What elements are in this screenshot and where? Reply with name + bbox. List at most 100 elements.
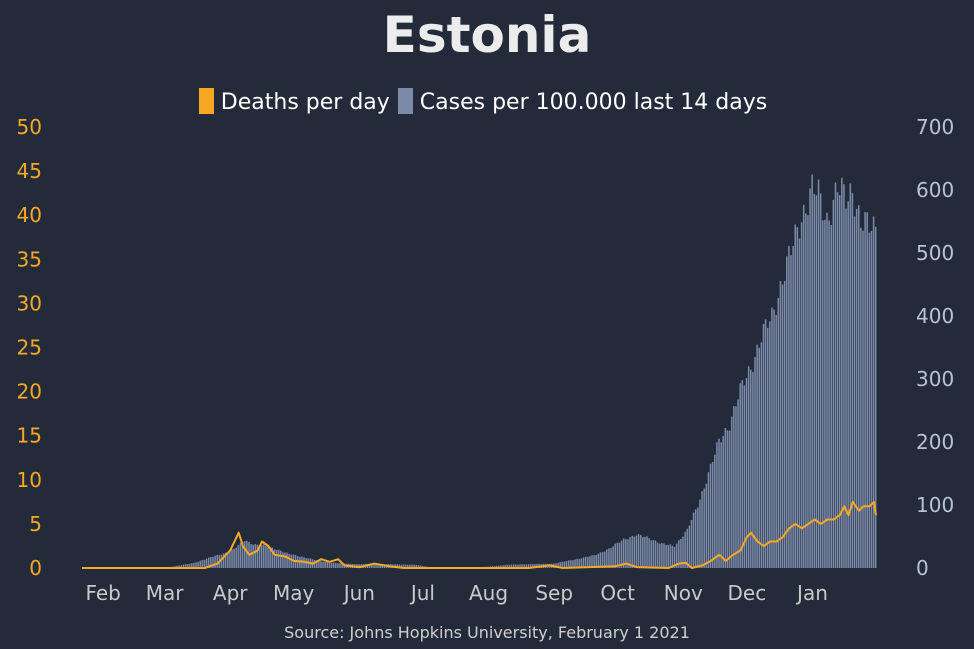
cases-bar xyxy=(243,541,246,568)
cases-bar xyxy=(855,208,858,569)
left-axis-tick: 0 xyxy=(29,556,42,580)
cases-bar xyxy=(599,552,602,568)
right-axis-tick: 600 xyxy=(916,178,954,202)
cases-bar xyxy=(275,549,278,568)
left-axis-tick: 50 xyxy=(17,115,42,139)
cases-bar xyxy=(646,536,648,568)
x-axis-tick: Jun xyxy=(342,581,375,605)
cases-bar xyxy=(250,544,252,568)
cases-bar xyxy=(512,564,515,568)
cases-bar xyxy=(368,564,371,568)
left-axis-tick: 35 xyxy=(17,247,42,271)
x-axis-tick: May xyxy=(273,581,315,605)
cases-bar xyxy=(498,565,500,568)
cases-bar xyxy=(534,564,536,568)
cases-bar xyxy=(661,543,663,568)
cases-bar xyxy=(756,344,758,568)
cases-bar xyxy=(227,552,229,568)
cases-bar xyxy=(773,309,775,568)
cases-bar xyxy=(849,183,852,568)
left-axis-tick: 30 xyxy=(17,291,42,315)
cases-bar xyxy=(747,366,750,568)
cases-bar xyxy=(339,563,341,568)
cases-bar xyxy=(786,256,788,568)
cases-bar xyxy=(525,564,528,568)
cases-bar xyxy=(838,195,841,569)
legend-label-cases: Cases per 100.000 last 14 days xyxy=(419,90,768,115)
cases-bar xyxy=(529,564,532,568)
cases-bar xyxy=(371,564,373,568)
cases-bar xyxy=(726,430,729,568)
cases-bar xyxy=(858,205,860,568)
cases-bar xyxy=(603,551,606,568)
cases-bar xyxy=(652,540,655,568)
cases-bar xyxy=(680,538,682,568)
cases-bar xyxy=(567,560,570,568)
cases-bar xyxy=(271,547,274,568)
cases-bar xyxy=(688,525,691,568)
cases-bar xyxy=(707,472,710,568)
cases-bar xyxy=(781,284,784,568)
cases-bar xyxy=(400,564,403,568)
cases-bar xyxy=(682,536,684,568)
cases-bar xyxy=(633,536,636,568)
cases-bar xyxy=(265,545,267,568)
cases-bar xyxy=(263,544,265,568)
cases-bar xyxy=(815,195,818,568)
cases-bar xyxy=(714,454,716,568)
cases-bar xyxy=(597,553,600,568)
cases-bar xyxy=(728,430,731,568)
cases-bar xyxy=(616,542,619,568)
cases-bar xyxy=(277,549,280,568)
cases-bar xyxy=(739,383,741,568)
cases-bar xyxy=(241,542,244,568)
cases-bar xyxy=(694,509,697,568)
cases-bar xyxy=(690,519,693,568)
cases-bar xyxy=(669,544,672,568)
cases-bar xyxy=(637,534,640,568)
cases-bar xyxy=(229,551,231,568)
right-axis-tick: 500 xyxy=(916,241,954,265)
cases-bar xyxy=(705,483,708,568)
cases-bar xyxy=(284,552,286,568)
cases-bar xyxy=(830,224,832,568)
cases-bar xyxy=(559,562,561,568)
left-axis-tick: 15 xyxy=(17,424,42,448)
cases-bar xyxy=(527,564,530,568)
cases-bar xyxy=(214,555,216,568)
cases-bar xyxy=(703,488,705,568)
cases-bar xyxy=(504,565,506,568)
cases-bar xyxy=(644,536,646,568)
right-axis-tick: 200 xyxy=(916,430,954,454)
cases-bar xyxy=(531,564,534,568)
cases-bar xyxy=(853,216,856,568)
cases-bar xyxy=(398,564,401,568)
cases-bar xyxy=(754,357,756,568)
cases-bar xyxy=(593,555,595,568)
cases-bar xyxy=(673,547,676,568)
cases-bar xyxy=(508,564,511,568)
cases-bar xyxy=(267,547,269,568)
cases-bar xyxy=(735,406,737,568)
cases-bar xyxy=(701,491,703,568)
left-axis-tick: 5 xyxy=(29,512,42,536)
cases-bar xyxy=(627,539,629,568)
cases-bar xyxy=(822,220,824,568)
cases-bar xyxy=(790,255,792,568)
cases-bar xyxy=(212,556,214,568)
cases-bar xyxy=(788,245,790,569)
legend: Deaths per day Cases per 100.000 last 14 … xyxy=(0,88,974,115)
right-axis-tick: 400 xyxy=(916,304,954,328)
cases-bar xyxy=(584,556,587,568)
cases-bar xyxy=(809,188,811,568)
right-axis-tick: 100 xyxy=(916,493,954,517)
cases-bar xyxy=(515,564,517,568)
cases-bar xyxy=(576,558,578,568)
cases-bar xyxy=(256,544,259,568)
cases-bar xyxy=(328,562,331,568)
left-axis-tick: 45 xyxy=(17,159,42,183)
cases-bar xyxy=(519,564,521,568)
cases-bar xyxy=(419,565,422,568)
cases-bar xyxy=(697,507,699,568)
x-axis-tick: Jan xyxy=(795,581,828,605)
